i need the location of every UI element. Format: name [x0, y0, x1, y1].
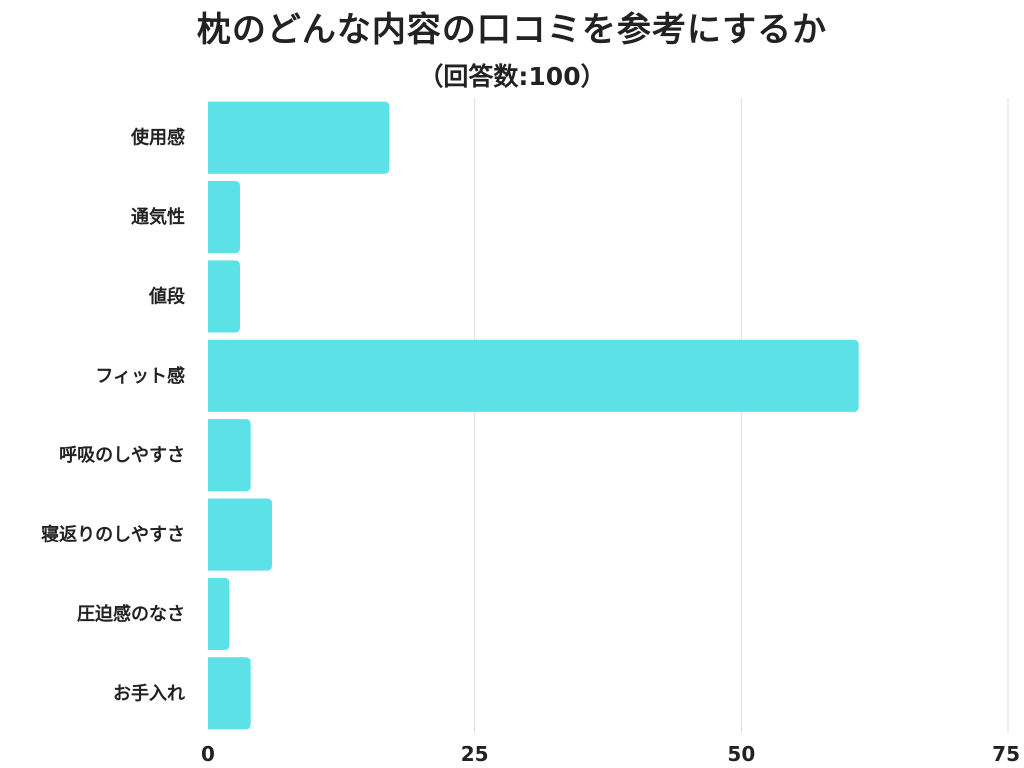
x-tick-label-0: 0	[201, 742, 215, 766]
category-label-3: フィット感	[95, 365, 185, 387]
bars	[208, 101, 859, 730]
bar-6	[208, 577, 230, 651]
bar-0	[208, 101, 390, 174]
x-tick-label-75: 75	[992, 742, 1020, 766]
x-tick-label-25: 25	[461, 742, 489, 766]
category-label-2: 値段	[148, 285, 186, 307]
bar-4	[208, 419, 251, 492]
bar-2	[208, 260, 240, 333]
x-tick-label-50: 50	[727, 742, 755, 766]
bar-1	[208, 180, 240, 254]
category-label-1: 通気性	[131, 206, 185, 228]
chart-title: 枕のどんな内容の口コミを参考にするか	[196, 10, 828, 50]
x-axis-tick-labels: 0 25 50 75	[201, 742, 1020, 766]
bar-5	[208, 498, 272, 571]
grid-lines	[474, 98, 1009, 733]
bar-3	[208, 339, 859, 412]
category-label-0: 使用感	[130, 127, 185, 149]
category-label-4: 呼吸のしやすさ	[59, 445, 185, 466]
category-label-6: 圧迫感のなさ	[77, 603, 185, 625]
category-label-7: お手入れ	[113, 682, 185, 704]
chart-subtitle: （回答数:100）	[418, 62, 606, 91]
bar-7	[208, 657, 251, 730]
category-label-5: 寝返りのしやすさ	[41, 524, 185, 546]
